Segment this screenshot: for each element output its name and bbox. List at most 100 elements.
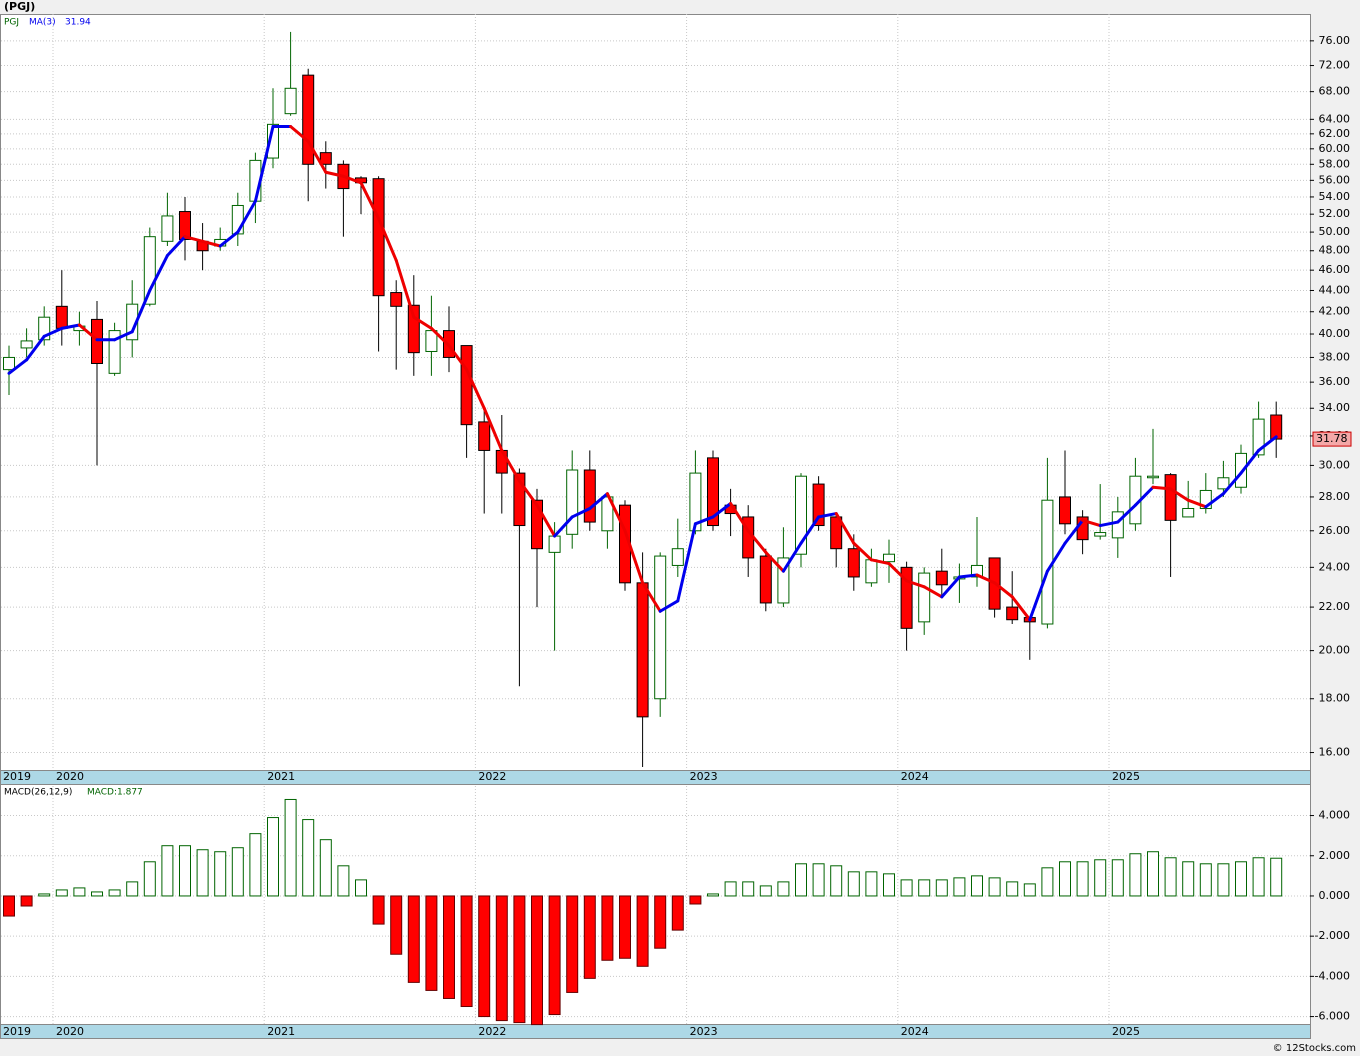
candle-body	[319, 152, 332, 165]
x-tick-label: 2023	[690, 770, 718, 783]
ma-segment	[289, 125, 310, 143]
y-tick-label: 48.00	[1319, 244, 1351, 257]
x-tick-label: 2022	[478, 1025, 506, 1038]
ma-segment	[517, 479, 539, 507]
y-tick-label: 52.00	[1319, 207, 1351, 220]
macd-bar	[73, 887, 86, 897]
ma-segment	[834, 512, 856, 545]
y-tick-label: 0.000	[1319, 889, 1351, 902]
candle-body	[284, 87, 297, 115]
candle-body	[935, 570, 948, 586]
y-tick-label: 50.00	[1319, 225, 1351, 238]
candle-body	[390, 292, 403, 307]
ma-segment	[7, 358, 29, 375]
ma-segment	[658, 599, 680, 613]
y-tick-label: 4.000	[1319, 809, 1351, 822]
y-tick-label: 18.00	[1319, 692, 1351, 705]
ma-segment	[993, 581, 1014, 599]
macd-bar	[1006, 881, 1019, 897]
ma-segment	[1151, 485, 1173, 491]
macd-bar	[636, 895, 649, 967]
macd-bar	[319, 839, 332, 897]
ma-segment	[447, 344, 469, 372]
x-axis-band	[0, 1024, 1311, 1039]
candle-body	[302, 74, 315, 165]
ma-segment	[42, 326, 64, 338]
ma-segment	[570, 506, 592, 519]
candle-body	[531, 499, 543, 550]
ma-segment	[130, 288, 152, 334]
ma-segment	[1169, 487, 1190, 502]
y-tick-label: 22.00	[1319, 600, 1351, 613]
candle-body	[478, 421, 491, 451]
ma-segment	[465, 368, 486, 410]
macd-bar	[1164, 857, 1177, 897]
y-tick-label: 64.00	[1319, 112, 1351, 125]
macd-bar	[883, 873, 895, 897]
candle-body	[267, 123, 279, 159]
macd-bar	[460, 895, 473, 1008]
ma-segment	[183, 235, 205, 243]
candle-body	[372, 178, 385, 297]
macd-bar	[372, 895, 385, 925]
candle-body	[830, 516, 843, 550]
macd-bar	[267, 817, 279, 897]
macd-bar	[724, 881, 737, 897]
y-tick-label: 34.00	[1319, 401, 1351, 414]
candle-body	[865, 559, 878, 584]
ma-segment	[922, 585, 944, 599]
macd-bar	[478, 895, 491, 1018]
candle-body	[1111, 511, 1124, 539]
ma-segment	[553, 515, 574, 538]
candle-body	[689, 472, 702, 532]
macd-bar	[513, 895, 526, 1024]
candle-body	[1182, 507, 1195, 518]
ma-segment	[1098, 520, 1120, 528]
y-tick-label: 30.00	[1319, 458, 1351, 471]
ma-segment	[236, 199, 257, 234]
candle-body	[460, 345, 473, 426]
macd-bar	[935, 879, 948, 897]
x-tick-label: 2019	[3, 1025, 31, 1038]
candle-body	[425, 330, 438, 352]
x-tick-label: 2023	[690, 1025, 718, 1038]
macd-bar	[1094, 859, 1107, 897]
candle-body	[1164, 474, 1177, 521]
ma-segment	[1204, 492, 1225, 509]
macd-bar	[671, 895, 684, 931]
macd-bar	[531, 895, 543, 1026]
macd-bar	[425, 895, 438, 991]
legend-ma: MA(3)	[29, 18, 56, 28]
legend-macd-value: MACD:1.877	[87, 788, 143, 798]
candle-body	[883, 553, 895, 563]
y-tick-label: -2.000	[1315, 929, 1350, 942]
legend-ticker: PGJ	[4, 18, 19, 28]
macd-bar	[390, 895, 403, 955]
macd-bar	[619, 895, 631, 959]
macd-bar	[143, 861, 156, 897]
ma-segment	[359, 181, 381, 221]
ma-segment	[324, 170, 345, 178]
macd-bar	[548, 895, 561, 1016]
ma-segment	[148, 254, 169, 292]
y-tick-label: 24.00	[1319, 560, 1351, 573]
macd-bar	[355, 879, 367, 897]
ma-segment	[218, 230, 240, 248]
ma-segment	[1045, 541, 1067, 573]
ma-segment	[1010, 595, 1032, 622]
y-tick-label: 58.00	[1319, 157, 1351, 170]
macd-bar	[231, 847, 244, 897]
macd-bar	[1041, 867, 1054, 897]
y-tick-label: 26.00	[1319, 524, 1351, 537]
macd-bar	[407, 895, 420, 983]
y-tick-label: -4.000	[1315, 969, 1350, 982]
macd-bar	[3, 895, 15, 917]
macd-bar	[795, 863, 807, 897]
candle-body	[495, 449, 508, 474]
macd-bar	[689, 895, 702, 905]
y-tick-label: -6.000	[1315, 1010, 1350, 1023]
macd-bar	[1059, 861, 1071, 897]
macd-bar	[777, 881, 790, 897]
ma-segment	[1063, 518, 1085, 545]
